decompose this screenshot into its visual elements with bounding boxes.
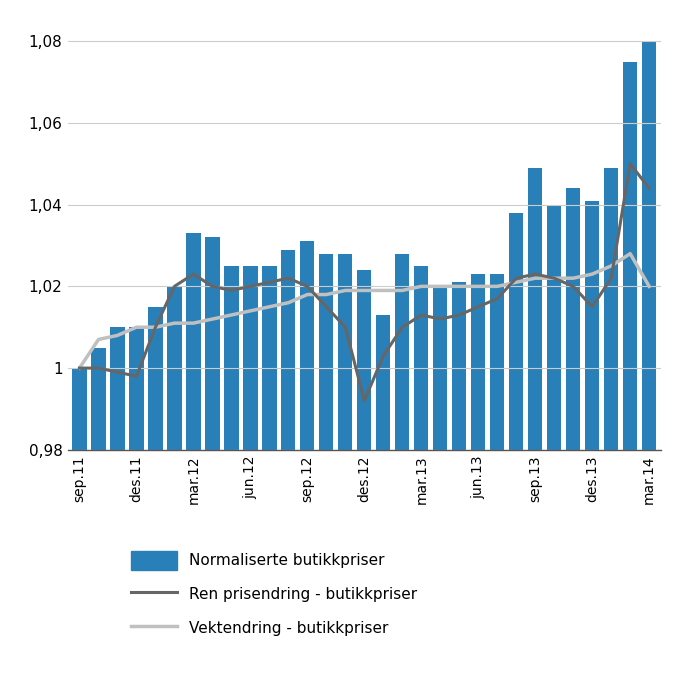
- Bar: [642, 42, 656, 450]
- Bar: [547, 205, 561, 450]
- Bar: [168, 286, 182, 450]
- Bar: [281, 250, 296, 450]
- Bar: [72, 368, 86, 450]
- Bar: [604, 168, 618, 450]
- Bar: [338, 254, 353, 450]
- Bar: [471, 274, 486, 450]
- Bar: [243, 266, 257, 450]
- Bar: [414, 266, 428, 450]
- Bar: [262, 266, 276, 450]
- Bar: [91, 347, 106, 450]
- Bar: [585, 201, 599, 450]
- Bar: [129, 327, 144, 450]
- Bar: [433, 286, 447, 450]
- Bar: [452, 282, 466, 450]
- Bar: [148, 307, 163, 450]
- Bar: [376, 315, 390, 450]
- Bar: [395, 254, 409, 450]
- Bar: [509, 213, 524, 450]
- Bar: [566, 188, 580, 450]
- Bar: [187, 233, 200, 450]
- Bar: [300, 242, 315, 450]
- Bar: [358, 270, 371, 450]
- Bar: [528, 168, 542, 450]
- Bar: [490, 274, 505, 450]
- Legend: Normaliserte butikkpriser, Ren prisendring - butikkpriser, Vektendring - butikkp: Normaliserte butikkpriser, Ren prisendri…: [123, 543, 424, 645]
- Bar: [623, 62, 637, 450]
- Bar: [110, 327, 125, 450]
- Bar: [205, 237, 219, 450]
- Bar: [319, 254, 334, 450]
- Bar: [224, 266, 238, 450]
